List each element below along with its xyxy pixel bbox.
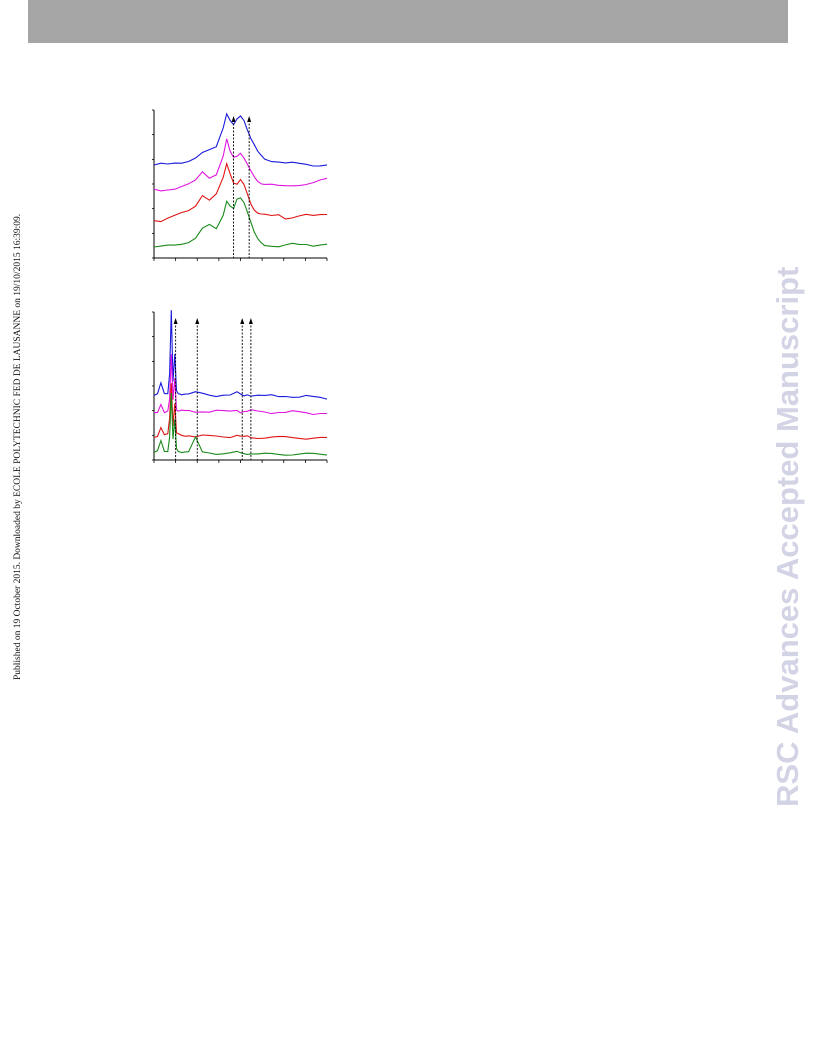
series-line-4 bbox=[153, 393, 328, 456]
series-line-4 bbox=[153, 197, 328, 248]
watermark: RSC Advances Accepted Manuscript bbox=[760, 245, 816, 810]
spectrum-plot-bottom bbox=[152, 310, 328, 463]
peak-marker-arrow bbox=[248, 318, 253, 324]
download-note-text: Published on 19 October 2015. Downloaded… bbox=[13, 213, 23, 680]
spectrum-chart-top bbox=[140, 108, 336, 263]
series-line-2 bbox=[154, 353, 327, 416]
peak-marker-arrow bbox=[173, 318, 178, 324]
watermark-text: RSC Advances Accepted Manuscript bbox=[770, 266, 805, 807]
peak-marker-arrow bbox=[231, 116, 236, 122]
series-line-1 bbox=[153, 310, 328, 400]
download-note: Published on 19 October 2015. Downloaded… bbox=[13, 160, 25, 680]
spectrum-plot-top bbox=[152, 109, 328, 261]
series-line-3 bbox=[153, 383, 327, 440]
peak-marker-arrow bbox=[247, 116, 252, 122]
header-bar bbox=[28, 0, 788, 43]
peak-marker-arrow bbox=[195, 318, 200, 324]
peak-marker-arrow bbox=[240, 318, 245, 324]
spectrum-chart-bottom bbox=[140, 310, 336, 465]
series-line-3 bbox=[153, 161, 328, 223]
series-line-1 bbox=[153, 112, 328, 167]
series-line-2 bbox=[153, 138, 328, 192]
